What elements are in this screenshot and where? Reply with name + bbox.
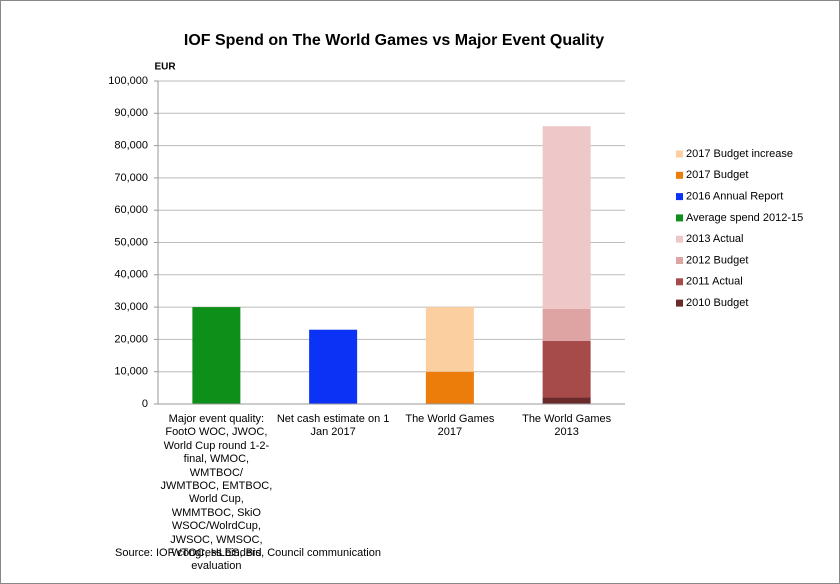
bar-segment [542, 341, 591, 398]
bar-segment [425, 371, 474, 404]
y-tick-label: 80,000 [114, 140, 148, 152]
legend-swatch [676, 193, 683, 201]
x-tick-label: Net cash estimate on 1 Jan 2017 [276, 413, 390, 439]
y-tick-label: 100,000 [108, 75, 148, 87]
y-tick-label: 90,000 [114, 107, 148, 119]
legend-swatch [676, 278, 683, 286]
y-tick-label: 40,000 [114, 269, 148, 281]
y-tick-label: 20,000 [114, 333, 148, 345]
legend-swatch [676, 150, 683, 158]
bar-segment [542, 126, 591, 309]
y-tick-label: 30,000 [114, 301, 148, 313]
bar-segment [309, 329, 358, 404]
legend-label: 2012 Budget [686, 254, 748, 266]
legend-label: Average spend 2012-15 [686, 212, 803, 224]
x-tick-label: The World Games 2013 [522, 413, 612, 439]
chart-title: IOF Spend on The World Games vs Major Ev… [184, 32, 604, 49]
bar-segment [425, 307, 474, 372]
x-tick-label: Major event quality: FootO WOC, JWOC, Wo… [160, 413, 273, 573]
legend-swatch [676, 171, 683, 179]
legend-swatch [676, 214, 683, 222]
legend-label: 2011 Actual [686, 276, 743, 288]
legend-label: 2010 Budget [686, 297, 748, 309]
y-axis-label: EUR [154, 62, 176, 73]
bar-segment [542, 308, 591, 342]
x-tick-label: The World Games 2017 [405, 413, 495, 439]
y-tick-label: 50,000 [114, 236, 148, 248]
legend-swatch [676, 257, 683, 264]
legend-swatch [676, 299, 683, 307]
y-tick-label: 60,000 [114, 204, 148, 216]
legend-label: 2013 Actual [686, 233, 744, 245]
legend-label: 2016 Annual Report [686, 191, 783, 203]
legend-label: 2017 Budget [686, 169, 748, 181]
y-tick-label: 70,000 [114, 172, 148, 184]
y-tick-label: 10,000 [114, 366, 148, 378]
source: Source: IOF congress binders, Council co… [115, 547, 381, 559]
bar-segment [192, 307, 241, 404]
y-tick-label: 0 [142, 398, 148, 410]
legend-swatch [676, 235, 683, 243]
bar-segment [542, 397, 591, 404]
legend-label: 2017 Budget increase [686, 148, 793, 160]
